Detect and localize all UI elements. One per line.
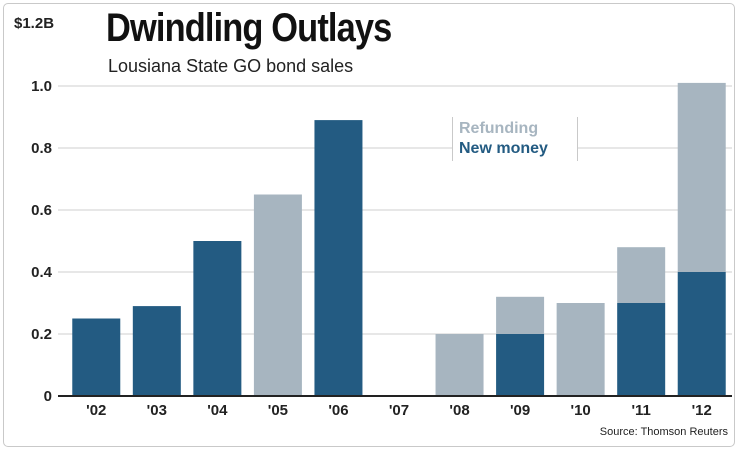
source-note: Source: Thomson Reuters xyxy=(599,426,728,438)
y-axis-unit-label: $1.2B xyxy=(14,15,55,32)
x-tick-label: '04 xyxy=(207,402,228,419)
x-tick-label: '12 xyxy=(692,402,712,419)
bar-new-money xyxy=(193,241,242,396)
legend-refunding: Refunding xyxy=(459,120,539,137)
x-tick-label: '05 xyxy=(268,402,288,419)
x-tick-label: '08 xyxy=(449,402,469,419)
bar-refunding xyxy=(617,247,666,303)
chart-frame xyxy=(3,3,735,447)
legend: Refunding New money xyxy=(452,117,578,161)
bar-new-money xyxy=(72,318,121,396)
y-tick-label: 0 xyxy=(44,388,52,405)
chart-title: Dwindling Outlays xyxy=(106,6,392,50)
bar-refunding xyxy=(435,334,484,396)
x-tick-label: '06 xyxy=(328,402,348,419)
bar-refunding xyxy=(556,303,605,396)
bar-refunding xyxy=(677,82,726,273)
x-tick-label: '11 xyxy=(631,402,650,419)
x-tick-label: '07 xyxy=(389,402,409,419)
chart-subtitle: Lousiana State GO bond sales xyxy=(108,56,356,77)
x-tick-label: '10 xyxy=(571,402,591,419)
bar-new-money xyxy=(617,303,666,396)
x-tick-label: '02 xyxy=(86,402,106,419)
bar-refunding xyxy=(253,194,302,396)
y-tick-label: 0.8 xyxy=(31,140,52,157)
bar-new-money xyxy=(314,120,363,396)
bar-new-money xyxy=(677,272,726,396)
y-tick-label: 0.4 xyxy=(31,264,53,281)
bar-refunding xyxy=(496,296,545,334)
legend-new-money: New money xyxy=(459,140,548,157)
y-tick-label: 0.2 xyxy=(31,326,52,343)
title-background xyxy=(101,5,427,53)
x-tick-label: '09 xyxy=(510,402,530,419)
x-tick-label: '03 xyxy=(147,402,167,419)
y-tick-label: 1.0 xyxy=(31,78,52,95)
bar-new-money xyxy=(132,306,181,396)
bar-new-money xyxy=(496,334,545,396)
y-tick-label: 0.6 xyxy=(31,202,52,219)
